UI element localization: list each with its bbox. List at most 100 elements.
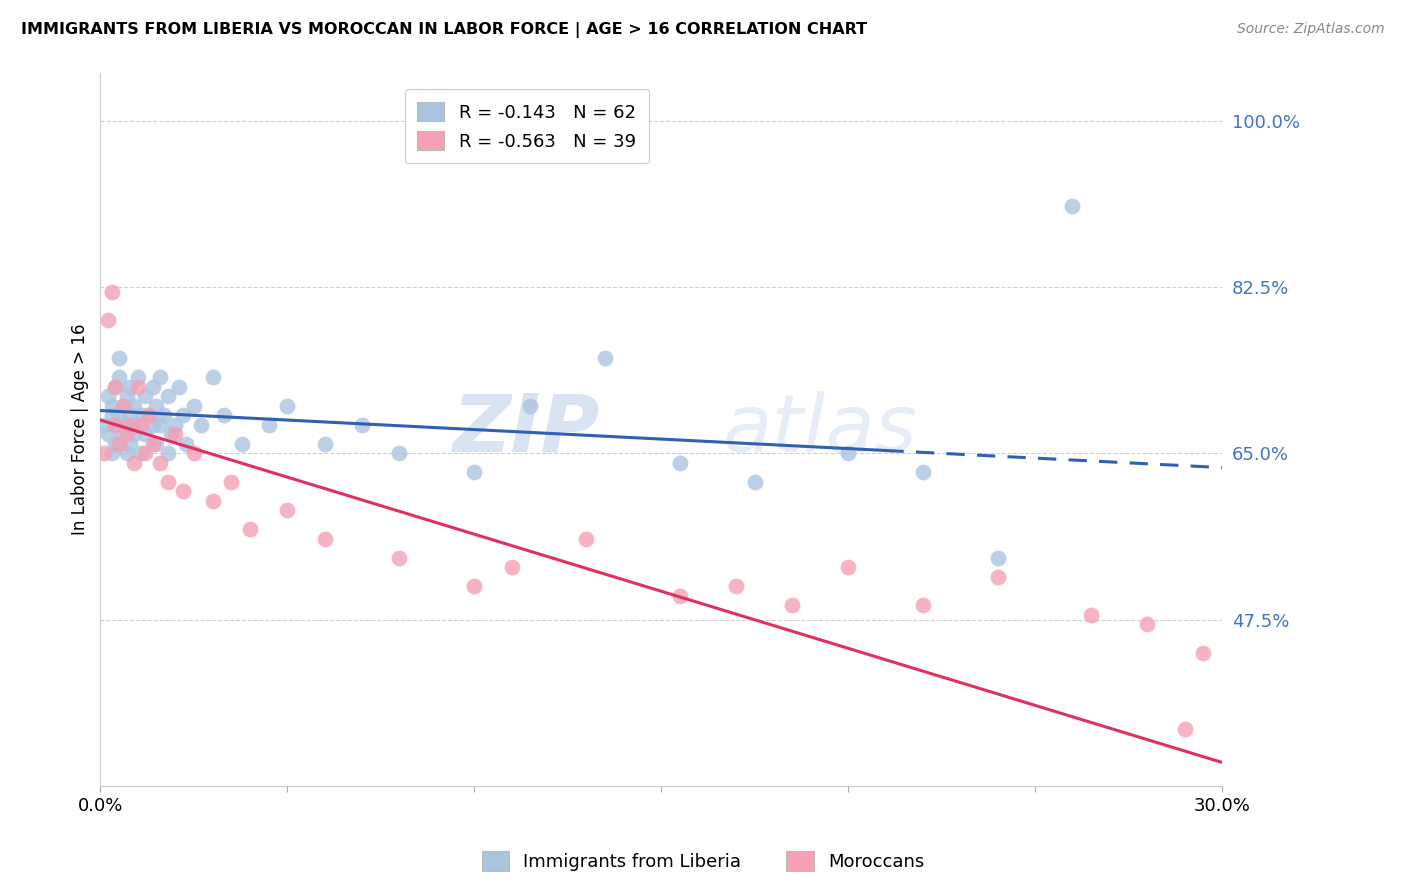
Point	[108, 370, 131, 384]
Point	[156, 475, 179, 489]
Point	[463, 579, 485, 593]
Point	[276, 399, 298, 413]
Point	[149, 417, 172, 432]
Point	[911, 599, 934, 613]
Point	[134, 427, 156, 442]
Point	[1173, 722, 1195, 736]
Point	[501, 560, 523, 574]
Point	[115, 417, 138, 432]
Text: atlas: atlas	[723, 391, 918, 468]
Point	[142, 417, 165, 432]
Point	[172, 409, 194, 423]
Point	[593, 351, 616, 366]
Point	[149, 370, 172, 384]
Text: Source: ZipAtlas.com: Source: ZipAtlas.com	[1237, 22, 1385, 37]
Point	[131, 417, 153, 432]
Point	[111, 399, 134, 413]
Point	[276, 503, 298, 517]
Point	[165, 417, 187, 432]
Point	[93, 446, 115, 460]
Point	[108, 409, 131, 423]
Point	[388, 550, 411, 565]
Point	[257, 417, 280, 432]
Point	[127, 417, 149, 432]
Point	[100, 446, 122, 460]
Point	[97, 313, 120, 327]
Point	[108, 437, 131, 451]
Point	[104, 417, 127, 432]
Point	[190, 417, 212, 432]
Point	[1136, 617, 1159, 632]
Point	[122, 456, 145, 470]
Point	[138, 409, 160, 423]
Point	[134, 446, 156, 460]
Point	[120, 417, 142, 432]
Point	[145, 399, 167, 413]
Point	[669, 456, 692, 470]
Point	[160, 427, 183, 442]
Point	[93, 417, 115, 432]
Legend: Immigrants from Liberia, Moroccans: Immigrants from Liberia, Moroccans	[475, 844, 931, 879]
Point	[724, 579, 747, 593]
Point	[97, 389, 120, 403]
Point	[837, 560, 859, 574]
Point	[111, 399, 134, 413]
Point	[120, 437, 142, 451]
Point	[201, 494, 224, 508]
Point	[100, 285, 122, 299]
Point	[138, 409, 160, 423]
Point	[231, 437, 253, 451]
Point	[239, 523, 262, 537]
Y-axis label: In Labor Force | Age > 16: In Labor Force | Age > 16	[72, 324, 89, 535]
Point	[1080, 607, 1102, 622]
Point	[120, 380, 142, 394]
Point	[108, 351, 131, 366]
Point	[104, 437, 127, 451]
Point	[127, 380, 149, 394]
Point	[1062, 199, 1084, 213]
Point	[519, 399, 541, 413]
Point	[176, 437, 198, 451]
Point	[131, 446, 153, 460]
Point	[142, 437, 165, 451]
Point	[167, 380, 190, 394]
Point	[780, 599, 803, 613]
Point	[987, 570, 1010, 584]
Point	[837, 446, 859, 460]
Point	[201, 370, 224, 384]
Point	[111, 427, 134, 442]
Point	[104, 417, 127, 432]
Point	[183, 399, 205, 413]
Point	[134, 389, 156, 403]
Point	[122, 427, 145, 442]
Point	[115, 446, 138, 460]
Text: IMMIGRANTS FROM LIBERIA VS MOROCCAN IN LABOR FORCE | AGE > 16 CORRELATION CHART: IMMIGRANTS FROM LIBERIA VS MOROCCAN IN L…	[21, 22, 868, 38]
Point	[314, 437, 336, 451]
Point	[156, 389, 179, 403]
Point	[100, 409, 122, 423]
Point	[165, 427, 187, 442]
Point	[744, 475, 766, 489]
Text: ZIP: ZIP	[453, 391, 599, 468]
Point	[156, 446, 179, 460]
Point	[104, 380, 127, 394]
Point	[115, 427, 138, 442]
Point	[100, 399, 122, 413]
Point	[104, 380, 127, 394]
Point	[120, 409, 142, 423]
Point	[911, 466, 934, 480]
Point	[149, 456, 172, 470]
Point	[172, 484, 194, 499]
Point	[463, 466, 485, 480]
Legend: R = -0.143   N = 62, R = -0.563   N = 39: R = -0.143 N = 62, R = -0.563 N = 39	[405, 89, 648, 163]
Point	[350, 417, 373, 432]
Point	[122, 399, 145, 413]
Point	[669, 589, 692, 603]
Point	[183, 446, 205, 460]
Point	[131, 409, 153, 423]
Point	[1192, 646, 1215, 660]
Point	[153, 409, 176, 423]
Point	[212, 409, 235, 423]
Point	[97, 427, 120, 442]
Point	[314, 532, 336, 546]
